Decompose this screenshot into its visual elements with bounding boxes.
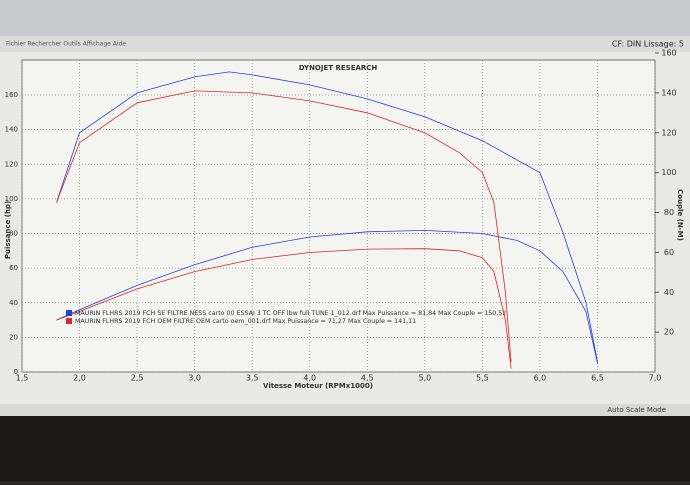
legend-entry: MAURIN FLHRS 2019 FCH OEM FILTRE OEM car… — [75, 318, 416, 325]
window-top — [0, 0, 690, 36]
x-tick-label: 7,0 — [649, 374, 662, 383]
y-tick-label: 120 — [5, 160, 18, 168]
x-tick-label: 4,5 — [361, 374, 374, 383]
y-tick-label: 60 — [9, 264, 18, 272]
y2-tick-label: 140 — [661, 88, 676, 97]
y2-tick-label: 60 — [664, 248, 674, 257]
y2-tick-label: 160 — [661, 49, 676, 58]
data-line — [56, 229, 598, 364]
y2-axis-label: Couple (N-M) — [676, 189, 684, 241]
data-line — [56, 248, 512, 369]
x-tick-label: 6,5 — [591, 374, 604, 383]
x-tick-label: 3,5 — [246, 374, 259, 383]
menu[interactable]: Fichier Rechercher Outils Affichage Aide — [6, 41, 126, 48]
data-line — [56, 90, 512, 363]
x-axis-label: Vitesse Moteur (RPMx1000) — [263, 382, 373, 390]
chart-title: DYNOJET RESEARCH — [299, 64, 378, 72]
y2-tick-label: 80 — [664, 208, 674, 217]
y-axis-label: Puissance (hp) — [4, 201, 12, 259]
y2-tick-label: 20 — [664, 328, 674, 337]
x-tick-label: 3,0 — [188, 374, 201, 383]
y-tick-label: 100 — [5, 195, 18, 203]
x-tick-label: 1,5 — [16, 374, 29, 383]
x-tick-label: 2,5 — [131, 374, 144, 383]
x-tick-label: 5,5 — [476, 374, 489, 383]
y-tick-label: 40 — [9, 299, 18, 307]
y-tick-label: 0 — [14, 368, 18, 376]
y-tick-label: 80 — [9, 230, 18, 238]
y2-tick-label: 120 — [661, 128, 676, 137]
plot: 1,5 2,0 2,5 3,0 3,5 4,0 4,5 5,0 5,5 6,0 6,5 7,0 0 20 4… — [5, 49, 677, 383]
x-tick-label: 5,0 — [418, 374, 431, 383]
legend-swatch — [66, 318, 72, 324]
status-top: CF: DIN Lissage: 5 — [612, 40, 684, 49]
legend-entry: MAURIN FLHRS 2019 FCH SE FILTRE NESS car… — [75, 310, 506, 317]
y-tick-label: 160 — [5, 91, 18, 99]
y-tick-label: 20 — [9, 333, 18, 341]
status-bar — [0, 404, 690, 416]
x-tick-label: 2,0 — [73, 374, 86, 383]
status-bottom: Auto Scale Mode — [607, 406, 666, 414]
y2-tick-label: 100 — [661, 168, 676, 177]
x-tick-label: 6,0 — [534, 374, 547, 383]
y-tick-label: 140 — [5, 126, 18, 134]
legend-swatch — [66, 310, 72, 316]
data-line — [56, 71, 598, 363]
x-tick-label: 4,0 — [303, 374, 316, 383]
y2-tick-label: 40 — [664, 288, 674, 297]
monitor-bezel — [0, 416, 690, 481]
